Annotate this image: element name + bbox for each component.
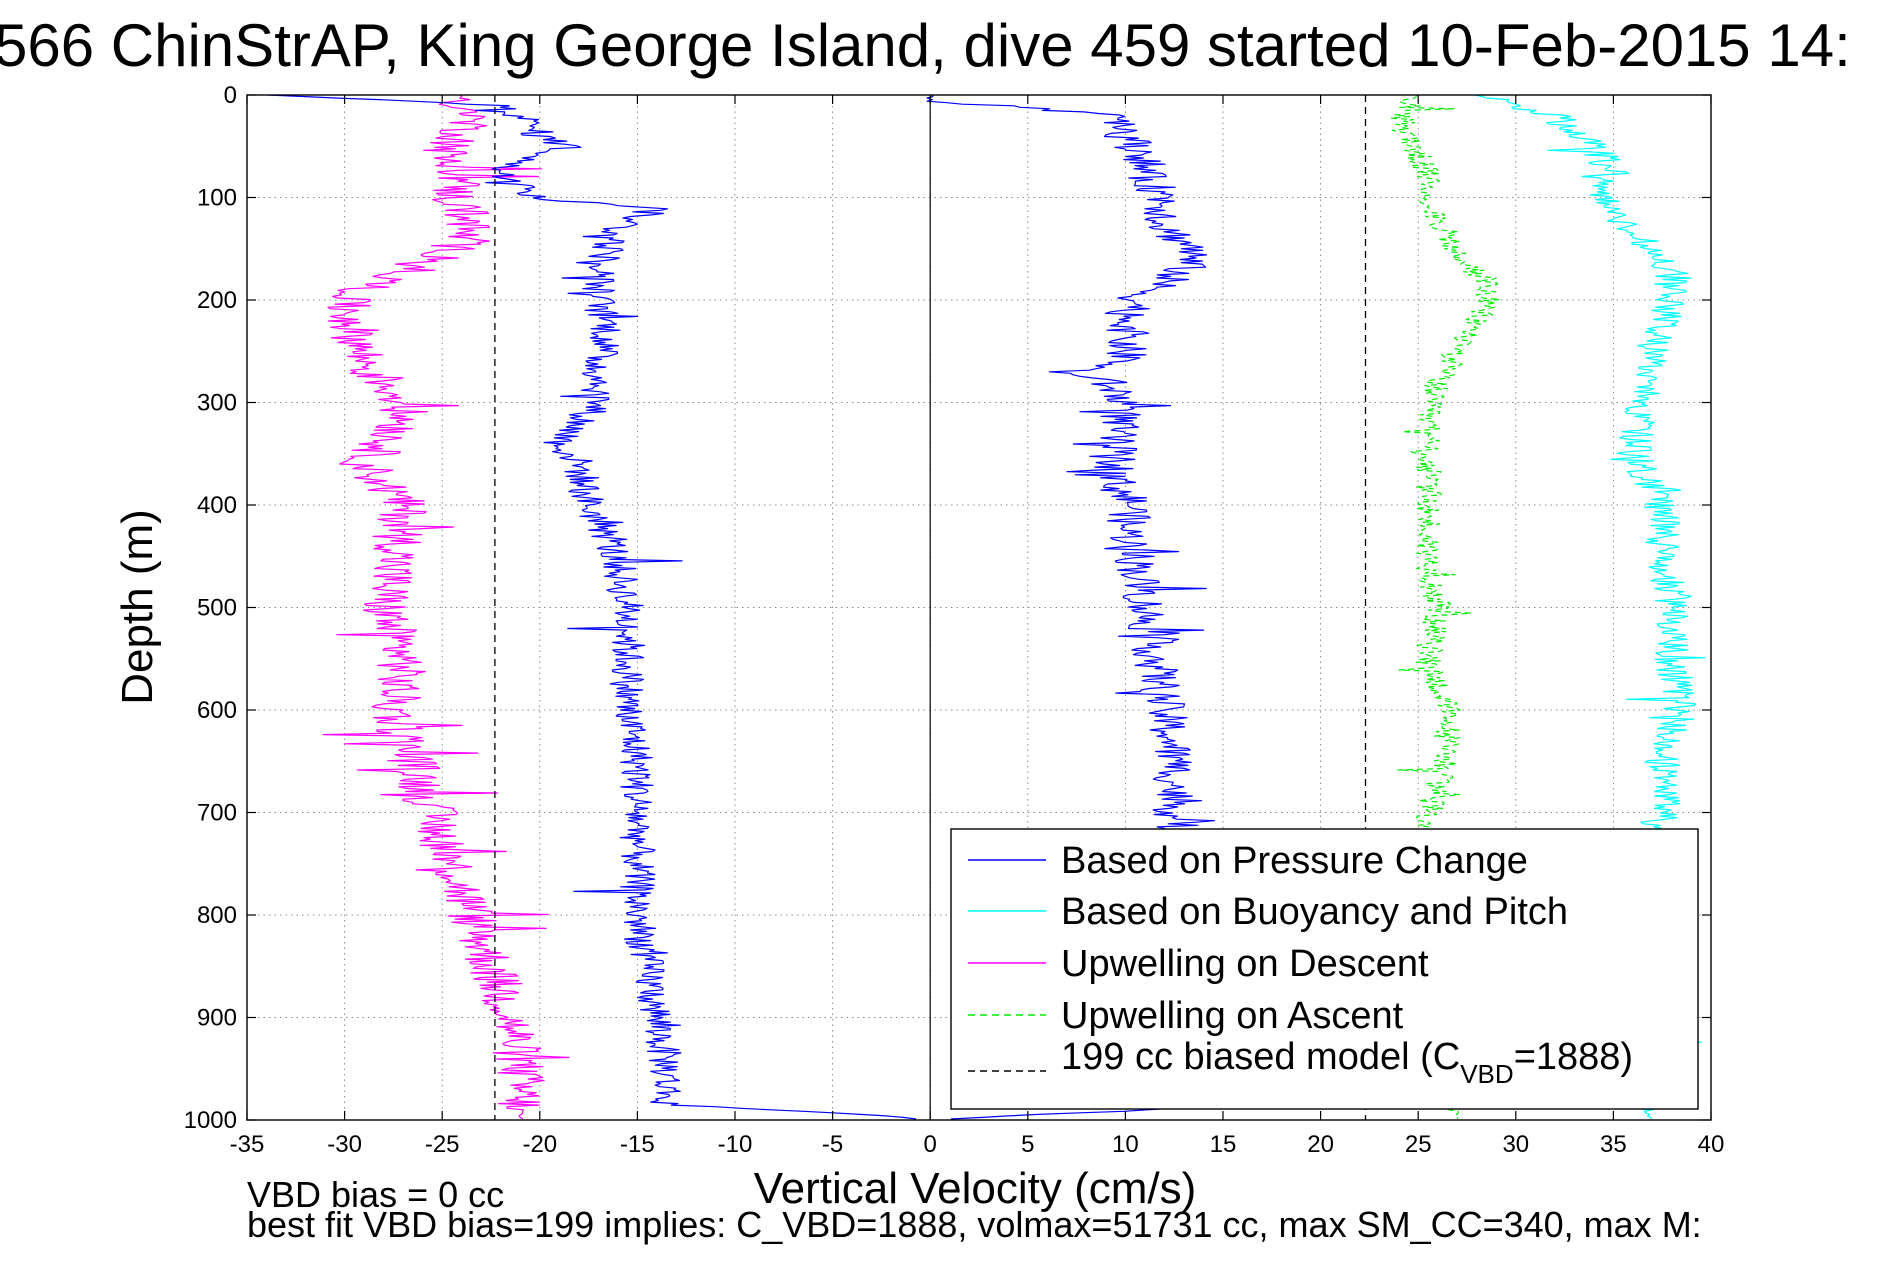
y-tick-label: 900 xyxy=(197,1005,237,1032)
legend-label-suffix: =1888) xyxy=(1514,1036,1633,1078)
y-tick-label: 1000 xyxy=(184,1107,237,1134)
legend-box xyxy=(950,828,1699,1110)
legend-label: Upwelling on Descent xyxy=(1061,943,1429,985)
x-tick-label: -35 xyxy=(230,1131,265,1158)
chart-title: 566 ChinStrAP, King George Island, dive … xyxy=(0,12,1851,79)
legend-label: Upwelling on Ascent xyxy=(1061,995,1404,1037)
footer-line-1: VBD bias = 0 cc xyxy=(247,1174,504,1215)
y-tick-label: 700 xyxy=(197,800,237,827)
x-axis-label: Vertical Velocity (cm/s) xyxy=(754,1164,1197,1213)
series-line-upwelling-on-descent-descent xyxy=(322,95,570,1120)
legend-entry-pressure-change: Based on Pressure Change xyxy=(968,840,1528,882)
y-tick-label: 200 xyxy=(197,287,237,314)
legend-label: Based on Pressure Change xyxy=(1061,840,1528,882)
y-tick-label: 500 xyxy=(197,595,237,622)
x-tick-label: -20 xyxy=(522,1131,557,1158)
x-tick-label: 30 xyxy=(1502,1131,1529,1158)
footer-line-2: best fit VBD bias=199 implies: C_VBD=188… xyxy=(247,1204,1702,1245)
y-axis-label: Depth (m) xyxy=(113,509,162,705)
y-tick-label: 300 xyxy=(197,390,237,417)
x-tick-label: 5 xyxy=(1021,1131,1034,1158)
legend-entry-biased-model: 199 cc biased model (CVBD=1888) xyxy=(968,1036,1633,1089)
x-tick-label: 40 xyxy=(1698,1131,1725,1158)
legend-entry-upwelling-descent: Upwelling on Descent xyxy=(968,943,1429,985)
x-tick-label: 15 xyxy=(1210,1131,1237,1158)
y-tick-label: 100 xyxy=(197,185,237,212)
legend-label-main: 199 cc biased model (C xyxy=(1061,1036,1460,1078)
x-tick-label: -25 xyxy=(425,1131,460,1158)
y-tick-label: 400 xyxy=(197,492,237,519)
y-tick-label: 0 xyxy=(224,82,237,109)
x-tick-label: 0 xyxy=(924,1131,937,1158)
y-tick-label: 600 xyxy=(197,697,237,724)
legend-entry-upwelling-ascent: Upwelling on Ascent xyxy=(968,995,1404,1037)
x-tick-label: 10 xyxy=(1112,1131,1139,1158)
y-tick-label: 800 xyxy=(197,902,237,929)
series-line-based-on-pressure-change-descent xyxy=(267,95,917,1120)
legend-label: 199 cc biased model (CVBD=1888) xyxy=(1061,1036,1633,1089)
y-axis-ticks: 0 100 200 300 400 500 600 700 800 900 1000 xyxy=(184,82,1711,1134)
x-tick-label: 25 xyxy=(1405,1131,1432,1158)
legend-label-subscript: VBD xyxy=(1460,1059,1513,1089)
x-axis-ticks: -35 -30 -25 -20 -15 -10 -5 0 5 10 15 20 25 30 35 40 xyxy=(230,95,1725,1158)
x-tick-label: -5 xyxy=(822,1131,843,1158)
x-tick-label: -15 xyxy=(620,1131,655,1158)
legend: Based on Pressure Change Based on Buoyan… xyxy=(950,828,1699,1110)
x-tick-label: 35 xyxy=(1600,1131,1627,1158)
legend-entry-buoyancy-pitch: Based on Buoyancy and Pitch xyxy=(968,891,1568,933)
legend-label: Based on Buoyancy and Pitch xyxy=(1061,891,1568,933)
x-tick-label: 20 xyxy=(1307,1131,1334,1158)
x-tick-label: -30 xyxy=(327,1131,362,1158)
x-tick-label: -10 xyxy=(718,1131,753,1158)
